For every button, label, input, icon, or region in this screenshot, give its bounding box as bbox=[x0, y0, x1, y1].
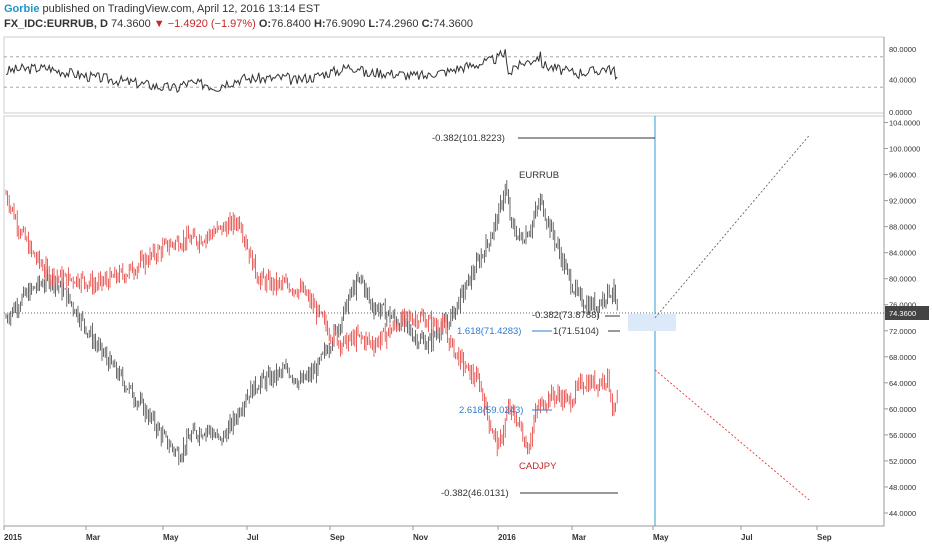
fib-label-blue1: 1.618(71.4283) bbox=[457, 326, 521, 337]
indicator-tick-label: 40.0000 bbox=[889, 76, 916, 85]
x-tick-label: May bbox=[163, 533, 179, 542]
last-price: 74.3600 bbox=[110, 18, 151, 30]
open-label: O: bbox=[258, 18, 272, 30]
fib-label-r1: -0.382(73.8788) bbox=[532, 310, 600, 321]
y-tick-label: 92.0000 bbox=[889, 197, 916, 206]
oscillator-line bbox=[5, 49, 618, 93]
price-change: ▼ −1.4920 (−1.97%) bbox=[153, 18, 256, 30]
author-link[interactable]: Gorbie bbox=[4, 3, 40, 15]
x-tick-label: Sep bbox=[817, 533, 832, 542]
low-value: 74.2960 bbox=[378, 18, 419, 30]
x-tick-label: Mar bbox=[572, 533, 586, 542]
x-tick-label: Nov bbox=[413, 533, 429, 542]
cadjpy-series bbox=[5, 189, 618, 457]
low-label: L: bbox=[368, 18, 379, 30]
y-tick-label: 84.0000 bbox=[889, 249, 916, 258]
high-label: H: bbox=[313, 18, 326, 30]
highlight-zone bbox=[628, 314, 676, 331]
indicator-tick-label: 80.0000 bbox=[889, 45, 916, 54]
x-tick-label: 2016 bbox=[498, 533, 516, 542]
y-tick-label: 104.0000 bbox=[889, 119, 920, 128]
chart-header: Gorbie published on TradingView.com, Apr… bbox=[0, 0, 932, 34]
y-tick-label: 100.0000 bbox=[889, 145, 920, 154]
x-tick-label: 2015 bbox=[4, 533, 22, 542]
y-tick-label: 48.0000 bbox=[889, 483, 916, 492]
symbol-label[interactable]: FX_IDC:EURRUB, D bbox=[4, 18, 108, 30]
eurrub-title: EURRUB bbox=[519, 170, 559, 181]
eurrub-series bbox=[5, 180, 618, 466]
y-tick-label: 44.0000 bbox=[889, 509, 916, 518]
y-tick-label: 88.0000 bbox=[889, 223, 916, 232]
last-price-tag bbox=[885, 306, 929, 320]
y-tick-label: 80.0000 bbox=[889, 275, 916, 284]
y-tick-label: 56.0000 bbox=[889, 431, 916, 440]
indicator-pane[interactable] bbox=[3, 36, 885, 114]
fib-label-r2: 1(71.5104) bbox=[553, 326, 599, 337]
x-tick-label: Jul bbox=[741, 533, 753, 542]
close-value: 74.3600 bbox=[433, 18, 473, 30]
x-tick-label: Mar bbox=[86, 533, 100, 542]
close-label: C: bbox=[421, 18, 434, 30]
ohlc-quote: FX_IDC:EURRUB, D 74.3600 ▼ −1.4920 (−1.9… bbox=[4, 18, 473, 30]
open-value: 76.8400 bbox=[271, 18, 311, 30]
cadjpy-title: CADJPY bbox=[519, 461, 557, 472]
fib-label-top: -0.382(101.8223) bbox=[432, 133, 505, 144]
publish-info: Gorbie published on TradingView.com, Apr… bbox=[4, 3, 320, 15]
x-tick-label: May bbox=[653, 533, 669, 542]
x-tick-label: Jul bbox=[247, 533, 259, 542]
y-tick-label: 60.0000 bbox=[889, 405, 916, 414]
high-value: 76.9090 bbox=[325, 18, 366, 30]
projection-up-line[interactable] bbox=[654, 135, 810, 319]
y-tick-label: 96.0000 bbox=[889, 171, 916, 180]
y-tick-label: 52.0000 bbox=[889, 457, 916, 466]
y-tick-label: 64.0000 bbox=[889, 379, 916, 388]
x-tick-label: Sep bbox=[330, 533, 345, 542]
y-tick-label: 72.0000 bbox=[889, 327, 916, 336]
fib-label-bottom: -0.382(46.0131) bbox=[441, 488, 509, 499]
fib-label-blue2: 2.618(59.0243) bbox=[459, 405, 523, 416]
y-tick-label: 68.0000 bbox=[889, 353, 916, 362]
indicator-tick-label: 0.0000 bbox=[889, 108, 912, 117]
projection-down-line[interactable] bbox=[654, 369, 810, 501]
last-price-tag-text: 74.3600 bbox=[889, 309, 916, 318]
y-tick-label: 76.0000 bbox=[889, 301, 916, 310]
publish-text: published on TradingView.com, April 12, … bbox=[42, 3, 320, 15]
